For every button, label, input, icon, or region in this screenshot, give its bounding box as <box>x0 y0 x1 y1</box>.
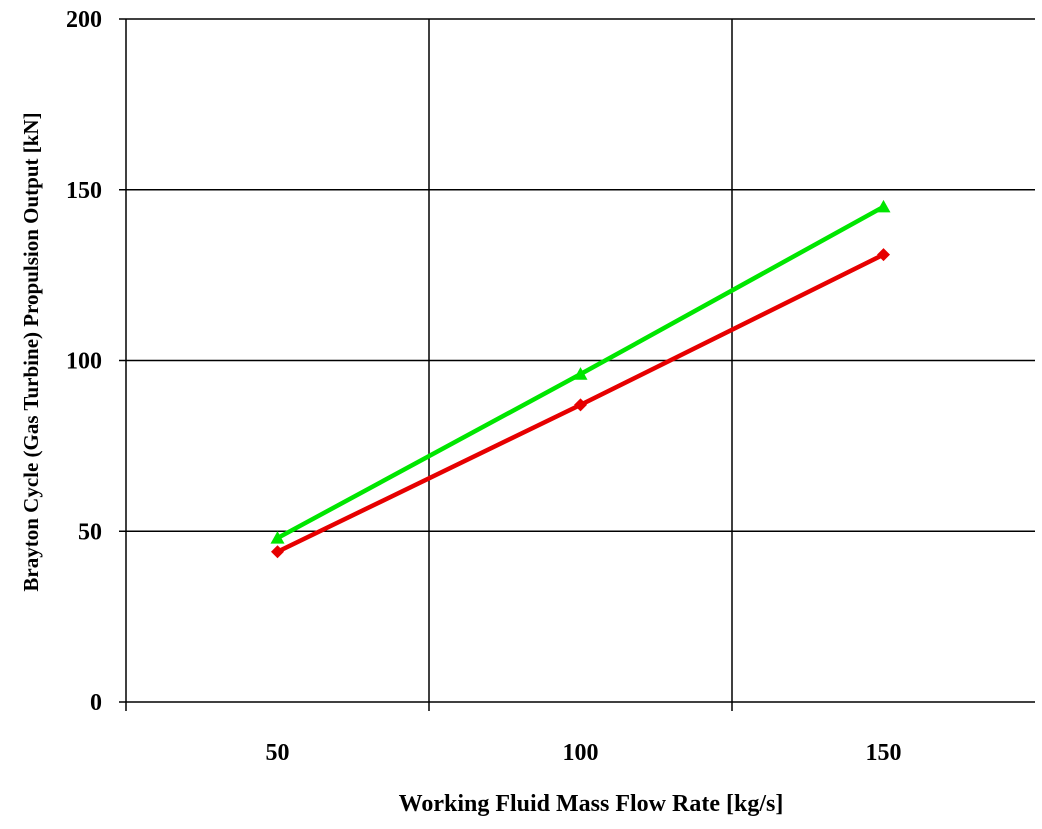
y-tick-label: 100 <box>66 349 102 375</box>
y-axis-title: Brayton Cycle (Gas Turbine) Propulsion O… <box>19 112 43 591</box>
diamond-marker <box>271 545 284 559</box>
diamond-marker <box>877 248 890 262</box>
x-tick-label: 150 <box>866 740 902 766</box>
y-axis-ticks: 0 50 100 150 200 <box>66 7 126 716</box>
x-axis-ticks: 50 100 150 <box>125 702 902 766</box>
y-tick-label: 150 <box>66 178 102 204</box>
diamond-marker <box>574 398 587 412</box>
x-tick-label: 100 <box>563 740 599 766</box>
x-axis-title: Working Fluid Mass Flow Rate [kg/s] <box>399 791 784 817</box>
y-tick-label: 0 <box>90 690 102 716</box>
triangle-marker <box>876 199 891 213</box>
triangle-marker <box>573 367 588 380</box>
y-tick-label: 200 <box>66 7 102 33</box>
grid-lines <box>126 18 1035 702</box>
triangle-marker <box>270 531 285 544</box>
series-group <box>270 199 891 559</box>
y-tick-label: 50 <box>78 519 102 545</box>
x-tick-label: 50 <box>266 740 290 766</box>
